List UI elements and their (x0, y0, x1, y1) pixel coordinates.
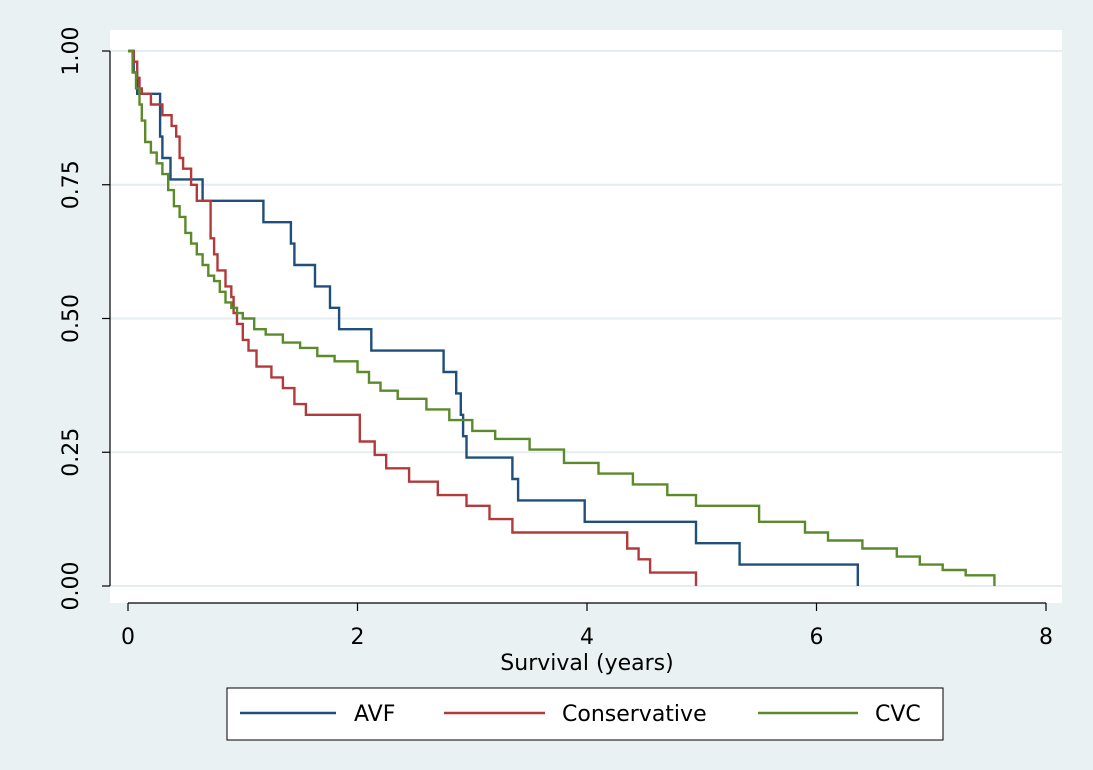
x-axis-title: Survival (years) (500, 651, 673, 676)
series-line-conservative (128, 49, 698, 586)
gridlines (110, 50, 1062, 587)
legend: AVF Conservative CVC (226, 687, 944, 741)
legend-label-conservative: Conservative (562, 702, 707, 727)
y-tick-label-0: 0.00 (59, 562, 84, 611)
x-tick-label-2: 4 (580, 625, 594, 650)
y-tick-label-2: 0.50 (59, 294, 84, 343)
y-tick-label-1: 0.25 (59, 428, 84, 477)
axes: 0.00 0.25 0.50 0.75 1.00 0 2 4 6 8 (59, 27, 1053, 650)
plot-area (110, 30, 1062, 603)
series-line-avf (128, 49, 859, 586)
legend-label-cvc: CVC (875, 702, 921, 727)
x-tick-label-4: 8 (1039, 625, 1053, 650)
series-lines (128, 49, 996, 586)
x-tick-label-1: 2 (351, 625, 365, 650)
legend-label-avf: AVF (354, 702, 395, 727)
y-tick-label-4: 1.00 (59, 27, 84, 76)
x-tick-label-3: 6 (810, 625, 824, 650)
series-line-cvc (128, 49, 996, 586)
legend-box (226, 687, 944, 741)
y-tick-label-3: 0.75 (59, 160, 84, 209)
x-tick-label-0: 0 (121, 625, 135, 650)
